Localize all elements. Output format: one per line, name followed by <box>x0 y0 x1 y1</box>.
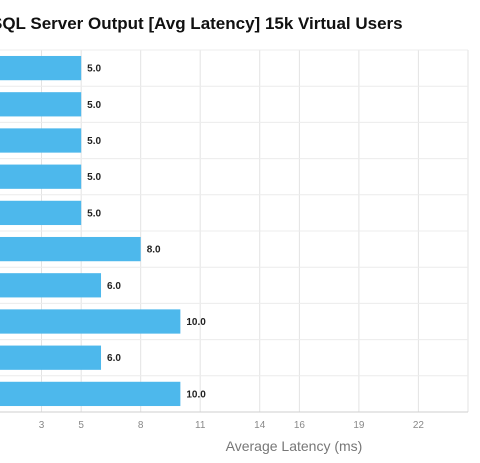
x-axis-title: Average Latency (ms) <box>226 438 363 454</box>
bar-series <box>0 55 181 407</box>
bar <box>0 309 181 334</box>
bar <box>0 273 102 298</box>
bar-value-label: 10.0 <box>186 389 206 400</box>
x-tick-label: 5 <box>78 420 84 431</box>
x-tick-label: 3 <box>39 420 45 431</box>
bar <box>0 200 82 226</box>
bar <box>0 381 181 407</box>
bar <box>0 164 82 189</box>
bar-value-label: 10.0 <box>186 317 206 328</box>
x-tick-label: 19 <box>353 420 365 431</box>
bar-value-label: 6.0 <box>107 353 121 364</box>
x-axis-ticks: 3 5 8 11 14 16 19 22 <box>39 420 425 431</box>
bar <box>0 128 82 153</box>
chart-title: SQL Server Output [Avg Latency] 15k Virt… <box>0 14 403 33</box>
bar <box>0 92 82 117</box>
bar-value-label: 5.0 <box>87 64 101 75</box>
bar-value-label: 8.0 <box>147 245 161 256</box>
bar-value-label: 5.0 <box>87 172 101 183</box>
bar-value-label: 5.0 <box>87 136 101 147</box>
x-tick-label: 11 <box>195 420 206 431</box>
bar <box>0 345 102 370</box>
data-labels: 5.0 5.0 5.0 5.0 5.0 8.0 6.0 10.0 6.0 10.0 <box>87 64 206 401</box>
bar <box>0 236 141 262</box>
x-tick-label: 22 <box>413 420 425 431</box>
x-tick-label: 14 <box>254 420 266 431</box>
x-tick-label: 8 <box>138 420 144 431</box>
gridlines <box>0 49 469 413</box>
bar-value-label: 6.0 <box>107 281 121 292</box>
bar-value-label: 5.0 <box>87 208 101 219</box>
x-tick-label: 16 <box>294 420 306 431</box>
bar <box>0 55 82 81</box>
bar-value-label: 5.0 <box>87 100 101 111</box>
